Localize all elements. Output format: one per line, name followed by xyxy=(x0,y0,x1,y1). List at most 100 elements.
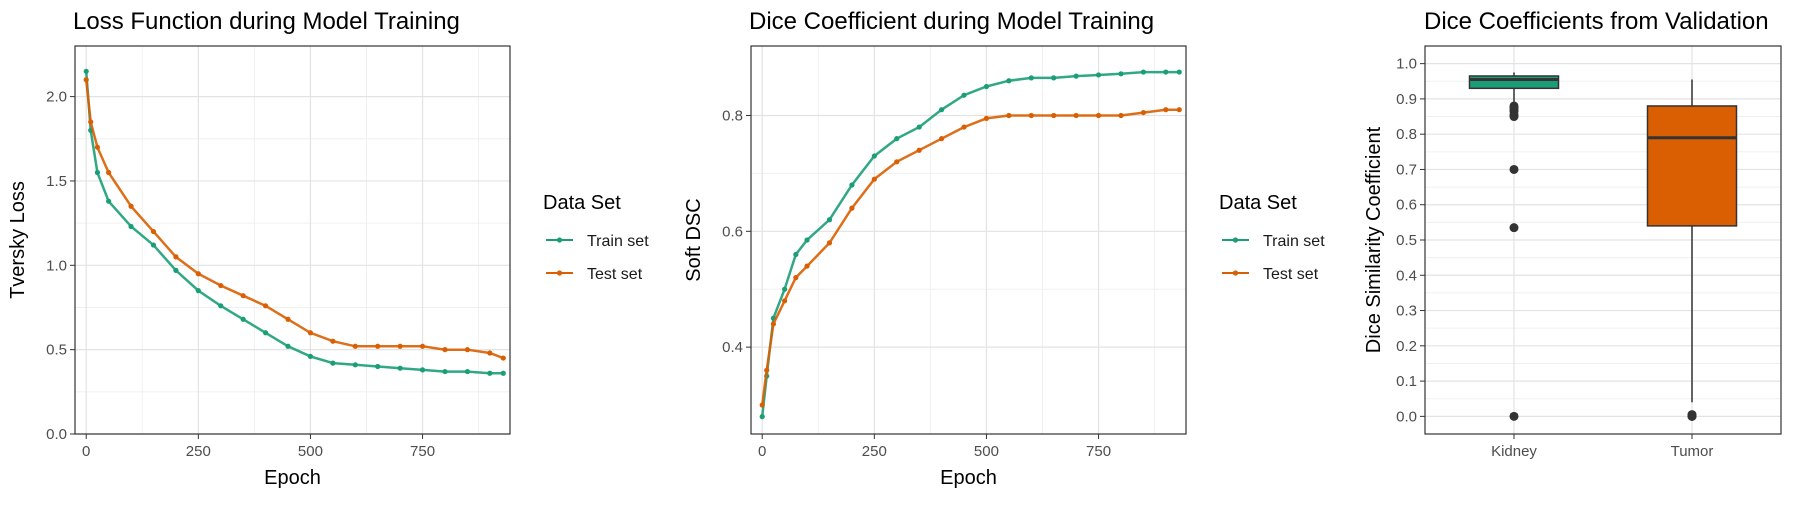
data-point xyxy=(195,271,201,277)
data-point xyxy=(1176,69,1182,75)
data-point xyxy=(150,242,157,248)
legend-label: Train set xyxy=(587,233,649,250)
y-tick-label: 0.5 xyxy=(46,342,67,359)
data-point xyxy=(128,203,134,209)
y-tick-label: 1.0 xyxy=(1396,56,1417,73)
chart-title: Loss Function during Model Training xyxy=(73,8,460,35)
y-tick-label: 0.0 xyxy=(1396,408,1417,425)
data-point xyxy=(1028,112,1034,119)
data-point xyxy=(759,414,765,420)
data-point xyxy=(397,365,403,371)
data-point xyxy=(759,402,765,408)
data-point xyxy=(240,316,246,322)
data-point xyxy=(1051,75,1057,81)
data-point xyxy=(1140,69,1146,75)
y-axis-label: Soft DSC xyxy=(683,198,705,281)
data-point xyxy=(826,240,833,246)
outlier-point xyxy=(1687,411,1697,421)
data-point xyxy=(764,367,770,373)
outlier-point xyxy=(1509,411,1519,421)
legend-key-point xyxy=(556,270,563,276)
y-tick-label: 2.0 xyxy=(46,89,67,106)
box-kidney xyxy=(1468,75,1560,90)
data-point xyxy=(1006,112,1012,119)
plot-border xyxy=(74,45,511,435)
data-point xyxy=(1028,75,1034,81)
data-point xyxy=(94,169,101,176)
data-point xyxy=(240,293,246,299)
plot-background xyxy=(751,46,1186,434)
y-tick-label: 0.1 xyxy=(1396,373,1417,390)
data-point xyxy=(262,330,269,336)
y-tick-label: 0.2 xyxy=(1396,338,1417,355)
x-tick-label: 250 xyxy=(186,443,211,460)
data-point xyxy=(894,159,900,165)
data-point xyxy=(500,355,506,361)
x-axis-label: Epoch xyxy=(264,467,321,489)
data-point xyxy=(1118,71,1124,77)
data-point xyxy=(961,92,967,98)
x-tick-label: 750 xyxy=(410,443,435,460)
x-tick-label: 250 xyxy=(862,443,887,460)
y-tick-label: 0.5 xyxy=(1396,232,1417,249)
data-point xyxy=(218,282,224,289)
dice-validation-boxplot: Kidney Tumor 0.0 0.1 0.2 0.3 0.4 0.5 0.6 0.7 0.8 0.… xyxy=(1363,8,1782,460)
data-point xyxy=(330,360,336,366)
data-point xyxy=(849,205,855,211)
data-point xyxy=(285,316,291,322)
data-point xyxy=(1163,107,1169,113)
dice-training-chart: 0 250 500 750 0.4 0.6 0.8 Dice Coefficient duri… xyxy=(683,8,1325,489)
data-point xyxy=(938,136,945,142)
data-point xyxy=(1176,107,1182,113)
data-point xyxy=(500,370,506,376)
legend-key-point xyxy=(556,237,563,243)
data-point xyxy=(307,330,314,336)
data-point xyxy=(106,198,112,204)
data-point xyxy=(1095,72,1102,78)
data-point xyxy=(442,368,448,375)
x-tick-label: 0 xyxy=(758,443,766,460)
data-point xyxy=(262,303,269,309)
data-point xyxy=(961,124,967,130)
data-point xyxy=(94,144,101,150)
y-tick-label: 0.4 xyxy=(722,339,743,356)
data-point xyxy=(938,107,945,113)
y-tick-label: 0.6 xyxy=(722,223,743,240)
data-point xyxy=(464,368,470,375)
x-tick-label: 750 xyxy=(1086,443,1111,460)
data-point xyxy=(419,367,426,373)
data-point xyxy=(173,254,179,260)
y-tick-label: 0.3 xyxy=(1396,303,1417,320)
data-point xyxy=(419,343,426,349)
series-line-test-set xyxy=(84,79,504,360)
data-point xyxy=(487,350,493,356)
data-point xyxy=(173,267,179,273)
legend-label: Test set xyxy=(1263,266,1319,283)
data-point xyxy=(782,298,788,304)
data-point xyxy=(1073,73,1079,79)
y-tick-label: 0.8 xyxy=(1396,126,1417,143)
data-point xyxy=(894,136,900,142)
y-tick-label: 0.7 xyxy=(1396,161,1417,178)
data-point xyxy=(793,275,799,281)
data-point xyxy=(83,77,89,83)
x-tick-label: 500 xyxy=(974,443,999,460)
outlier-point xyxy=(1509,112,1519,122)
plot-border xyxy=(1424,45,1782,435)
chart-title: Dice Coefficient during Model Training xyxy=(749,8,1154,35)
data-point xyxy=(487,370,493,376)
y-axis-label: Dice Similarity Coefficient xyxy=(1363,126,1385,353)
data-point xyxy=(1118,112,1124,119)
data-point xyxy=(871,153,877,159)
x-tick-label: 0 xyxy=(82,443,90,460)
legend-label: Train set xyxy=(1263,233,1325,250)
data-point xyxy=(1140,109,1146,116)
data-point xyxy=(804,237,810,243)
data-point xyxy=(375,363,381,370)
y-tick-label: 0.8 xyxy=(722,107,743,124)
x-axis-label: Epoch xyxy=(940,467,997,489)
data-point xyxy=(106,169,112,176)
data-point xyxy=(128,223,134,230)
legend-key-point xyxy=(1232,270,1239,276)
